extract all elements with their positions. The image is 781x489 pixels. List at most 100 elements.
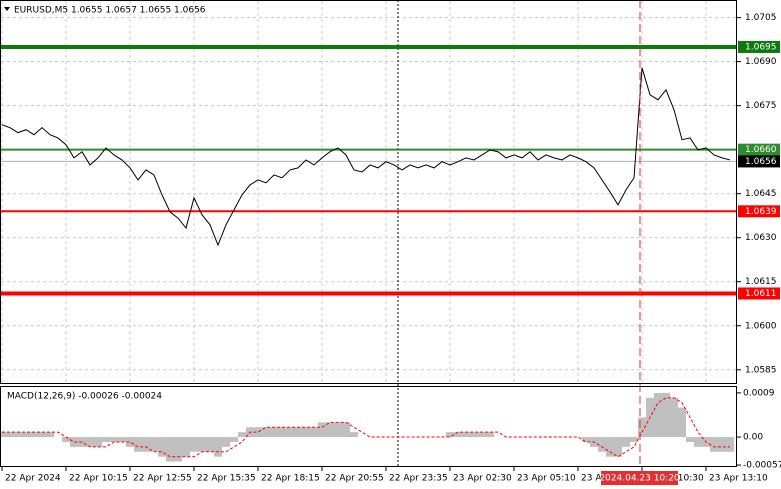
crosshair-label: 2024.04.23 10:20	[599, 474, 680, 484]
x-tick-label: 22 Apr 2024	[5, 474, 61, 484]
macd-bar	[110, 437, 118, 442]
level-label-box	[738, 40, 780, 53]
level-label: 1.0695	[745, 42, 777, 52]
macd-bar	[694, 437, 702, 447]
macd-bar	[134, 437, 142, 452]
macd-bar	[334, 422, 342, 438]
macd-bar	[446, 432, 454, 438]
macd-bar	[262, 427, 270, 438]
macd-bar	[318, 422, 326, 438]
macd-bar	[710, 437, 718, 452]
x-tick-label: 23 Apr 13:10	[709, 474, 768, 484]
last-price-box	[738, 155, 780, 168]
labels-layer: 1.0705 1.0690 1.0675 1.0645 1.0630 1.0615 1.06…	[1, 13, 781, 485]
x-tick-label: 22 Apr 18:15	[261, 474, 320, 484]
macd-bar	[726, 437, 734, 452]
macd-bar	[30, 432, 38, 438]
macd-bar	[102, 437, 110, 442]
y-tick-label: 1.0645	[745, 189, 777, 199]
macd-bar	[22, 432, 30, 438]
y-tick-label: 1.0675	[745, 101, 777, 111]
macd-bar	[278, 427, 286, 438]
macd-bar	[638, 417, 646, 438]
macd-bar	[614, 437, 622, 457]
x-tick-label: 22 Apr 10:15	[69, 474, 128, 484]
macd-bar	[606, 437, 614, 457]
y-tick-label: 1.0690	[745, 57, 777, 67]
macd-bar	[94, 437, 102, 447]
macd-bar	[654, 392, 662, 438]
macd-bar	[46, 432, 54, 438]
macd-bar	[126, 437, 134, 447]
level-label: 1.0660	[745, 145, 777, 155]
y-tick-label: 1.0615	[745, 277, 777, 287]
x-tick-label: 22 Apr 15:35	[197, 474, 256, 484]
macd-bar	[206, 437, 214, 452]
macd-bar	[254, 427, 262, 438]
y-tick-label: 1.0585	[745, 365, 777, 375]
x-tick-label: 22 Apr 12:55	[133, 474, 192, 484]
macd-bar	[686, 437, 694, 442]
price-line	[1, 67, 731, 247]
macd-frame	[0, 386, 737, 467]
macd-bar	[270, 427, 278, 438]
macd-bar	[86, 437, 94, 447]
y-tick-label: 1.0705	[745, 13, 777, 23]
macd-bar	[182, 437, 190, 457]
y-tick-label: 1.0630	[745, 233, 777, 243]
x-tick-label: 23 Apr 05:10	[517, 474, 576, 484]
macd-bar	[662, 392, 670, 438]
macd-bar	[38, 432, 46, 438]
macd-bar	[62, 437, 70, 442]
x-tick-label: 22 Apr 20:55	[325, 474, 384, 484]
macd-bar	[470, 432, 478, 438]
macd-bar	[14, 432, 22, 438]
macd-bar	[142, 437, 150, 452]
macd-bar	[630, 437, 638, 442]
level-label-box	[738, 143, 780, 156]
level-label: 1.0639	[745, 207, 777, 217]
macd-bar	[166, 437, 174, 462]
macd-bar	[622, 437, 630, 447]
macd-bar	[342, 422, 350, 438]
macd-bar	[478, 432, 486, 438]
macd-bar	[238, 432, 246, 438]
macd-bar	[118, 437, 126, 442]
macd-bar	[310, 427, 318, 438]
x-tick-label: 23 Apr 02:30	[453, 474, 512, 484]
macd-bar	[486, 432, 494, 438]
macd-bar	[214, 437, 222, 457]
macd-bar	[670, 397, 678, 438]
macd-bar	[222, 437, 230, 447]
x-tick-label: 22 Apr 23:35	[389, 474, 448, 484]
macd-bar	[678, 407, 686, 438]
y-tick-label: 0.00	[743, 433, 763, 443]
y-tick-label: -0.00057	[743, 461, 781, 471]
macd-bar	[294, 427, 302, 438]
macd-bar	[0, 432, 6, 438]
macd-bar	[326, 422, 334, 438]
macd-bar	[598, 437, 606, 452]
level-label-box	[738, 205, 780, 218]
signal-line	[2, 397, 730, 458]
marks-layer	[0, 44, 737, 462]
crosshair-box	[601, 471, 678, 485]
macd-bar	[150, 437, 158, 452]
macd-bar	[70, 437, 78, 447]
macd-bar	[454, 432, 462, 438]
last-price-label: 1.0656	[745, 157, 777, 167]
chart-title: EURUSD,M5 1.0655 1.0657 1.0655 1.0656	[14, 6, 206, 16]
macd-bar	[302, 427, 310, 438]
macd-bar	[582, 437, 590, 442]
menu-triangle[interactable]	[4, 7, 10, 11]
macd-title: MACD(12,26,9) -0.00026 -0.00024	[7, 392, 162, 402]
y-tick-label: 1.0600	[745, 321, 777, 331]
macd-bar	[350, 432, 358, 438]
level-label: 1.0611	[745, 289, 777, 299]
level-label-box	[738, 287, 780, 300]
grid-layer	[1, 1, 737, 383]
macd-bar	[718, 437, 726, 452]
macd-bar	[462, 432, 470, 438]
macd-bar	[286, 427, 294, 438]
